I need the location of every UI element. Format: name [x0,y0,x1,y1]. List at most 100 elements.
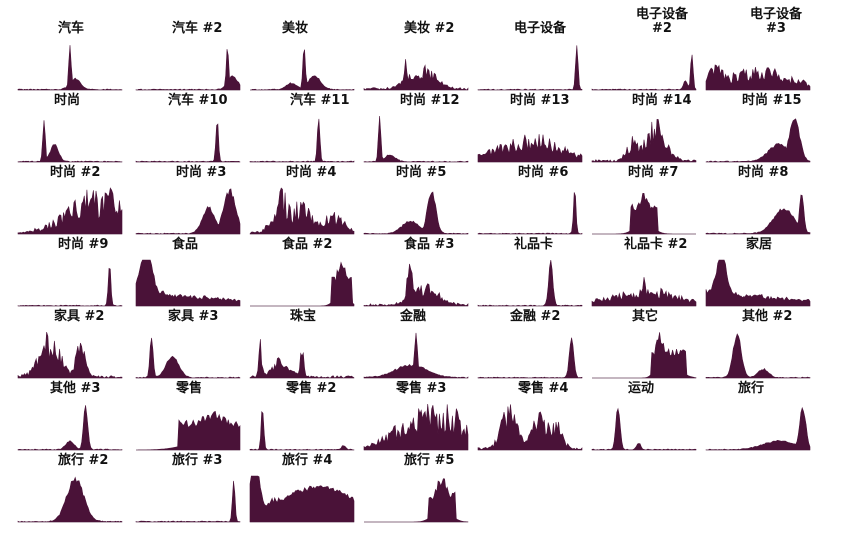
panel-plot [592,192,696,235]
chart-panel: 时尚 #12 [363,94,472,163]
chart-panel: 旅行 #5 [364,454,472,523]
series-area [249,187,355,235]
series-area [363,59,469,91]
series-area [249,411,355,451]
series-area [705,333,811,379]
series-area [477,404,583,451]
chart-panel: 时尚 #6 [477,165,586,235]
panel-title: 运动 [628,381,655,396]
chart-panel: 时尚 #5 [363,166,472,235]
chart-panel: 其他 #2 [705,310,814,379]
panel-title: 零售 [176,381,203,396]
panel-plot [17,187,123,235]
series-area [705,118,811,163]
panel-title: 时尚 #14 [632,93,692,108]
panel-plot [592,332,697,379]
series-area [477,192,583,235]
panel-title: 美妆 #2 [404,21,455,36]
series-area [591,54,697,91]
panel-plot [135,188,241,235]
chart-panel: 汽车 #10 [135,93,244,163]
chart-panel: 礼品卡 #2 [591,238,700,307]
panel-plot [249,475,355,523]
panel-plot [17,332,123,379]
panel-title: 时尚 #7 [628,165,679,180]
series-area [363,191,469,235]
panel-plot [135,123,241,163]
panel-plot [591,277,697,307]
series-area [135,480,241,523]
chart-panel: 时尚 #7 [592,165,700,235]
panel-title: 旅行 #4 [282,453,333,468]
panel-title: 珠宝 [290,309,317,324]
chart-panel: 旅行 #2 [17,453,126,523]
panel-title: 时尚 #9 [58,237,109,252]
panel-plot [17,476,123,523]
panel-title: 旅行 #3 [172,453,223,468]
panel-title: 汽车 [58,21,85,36]
chart-panel: 家具 #3 [135,310,244,379]
panel-title: 时尚 #8 [738,165,789,180]
chart-panel: 旅行 #3 [135,453,244,523]
chart-panel: 美妆 [249,21,358,91]
series-area [591,407,697,451]
panel-title: 汽车 #11 [290,93,350,108]
series-area [249,118,355,163]
chart-panel: 食品 [135,237,244,307]
panel-plot [591,54,697,91]
chart-panel: 零售 #4 [477,382,586,451]
series-area [477,45,583,91]
panel-title: 电子设备 #2 [635,7,688,36]
chart-panel: 家具 #2 [17,310,126,379]
chart-panel: 时尚 #4 [249,166,358,235]
panel-plot [705,406,811,451]
series-area [135,337,241,379]
series-area [17,405,123,451]
panel-plot [363,332,469,379]
panel-plot [591,118,697,163]
chart-panel: 其他 #3 [17,382,126,451]
panel-plot [363,263,469,307]
panel-plot [705,118,811,163]
series-area [363,403,469,451]
panel-plot [249,339,355,379]
panel-title: 金融 #2 [510,309,561,324]
panel-title: 旅行 #2 [58,453,109,468]
panel-plot [477,134,583,163]
panel-title: 其它 [632,309,659,324]
chart-panel: 金融 #2 [477,309,586,379]
panel-plot [363,191,469,235]
chart-panel: 金融 [363,310,472,379]
panel-plot [477,260,583,307]
series-area [135,123,241,163]
panel-plot [17,267,123,307]
panel-plot [17,45,123,91]
chart-panel: 食品 #2 [250,238,358,307]
chart-panel: 零售 #2 [249,382,358,451]
panel-plot [136,410,241,451]
chart-panel: 旅行 [705,382,814,451]
series-area [363,115,469,163]
chart-panel: 时尚 #13 [477,94,586,163]
chart-panel: 时尚 [17,94,126,163]
chart-panel: 汽车 #2 [135,21,244,91]
chart-panel: 其它 [592,309,700,379]
panel-title: 时尚 #6 [518,165,569,180]
panel-title: 家居 [746,237,773,252]
chart-panel: 时尚 #2 [17,166,126,235]
panel-title: 电子设备 #3 [749,7,802,36]
panel-plot [477,337,583,379]
panel-plot [705,333,811,379]
panel-plot [17,120,123,163]
panel-title: 汽车 #10 [168,93,228,108]
panel-title: 汽车 #2 [172,21,223,36]
panel-title: 食品 [172,237,199,252]
series-area [477,337,583,379]
panel-plot [249,411,355,451]
series-area [363,263,469,307]
panel-title: 美妆 [282,21,309,36]
chart-panel: 时尚 #9 [17,237,126,307]
chart-panel: 运动 [591,381,700,451]
panel-plot [363,115,469,163]
series-area [705,64,811,91]
